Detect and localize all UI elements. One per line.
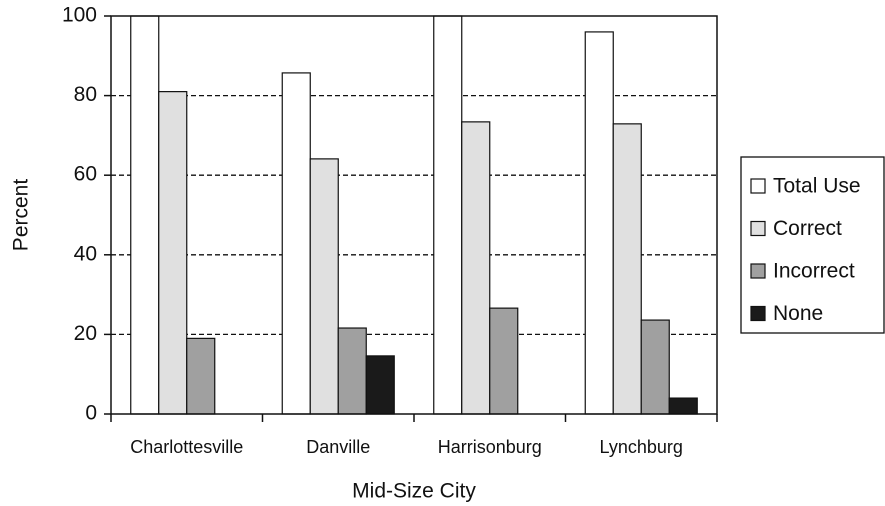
legend-label: None	[773, 302, 823, 325]
legend-swatch	[750, 220, 766, 237]
y-tick-label: 80	[74, 83, 97, 106]
legend-swatch	[750, 263, 766, 279]
x-tick-label: Danville	[306, 437, 370, 457]
bar	[584, 31, 614, 415]
legend-label: Incorrect	[773, 260, 855, 283]
legend-label: Correct	[773, 217, 842, 240]
plot-frame	[110, 15, 718, 415]
bar	[281, 72, 311, 415]
x-tick-label: Charlottesville	[130, 437, 243, 457]
y-axis-label: Percent	[10, 179, 33, 252]
bar	[433, 15, 463, 415]
bar	[640, 319, 670, 415]
y-tick-label: 60	[74, 163, 97, 186]
y-tick-label: 40	[74, 242, 97, 265]
bar	[337, 327, 367, 415]
y-tick-label: 20	[74, 322, 97, 345]
legend-label: Total Use	[773, 175, 861, 198]
bar	[130, 15, 160, 415]
y-tick-label: 100	[62, 4, 97, 27]
legend-swatch	[750, 305, 766, 322]
bar	[668, 397, 698, 415]
bar	[309, 158, 339, 415]
x-tick-label: Lynchburg	[600, 437, 683, 457]
x-axis-label: Mid-Size City	[352, 480, 476, 503]
bar	[158, 91, 188, 415]
bar	[612, 123, 642, 415]
bar	[186, 337, 216, 415]
bar	[365, 355, 395, 415]
x-tick-label: Harrisonburg	[438, 437, 542, 457]
legend-swatch	[750, 178, 766, 194]
y-tick-label: 0	[85, 402, 97, 425]
bar	[461, 121, 491, 415]
bar	[489, 307, 519, 415]
